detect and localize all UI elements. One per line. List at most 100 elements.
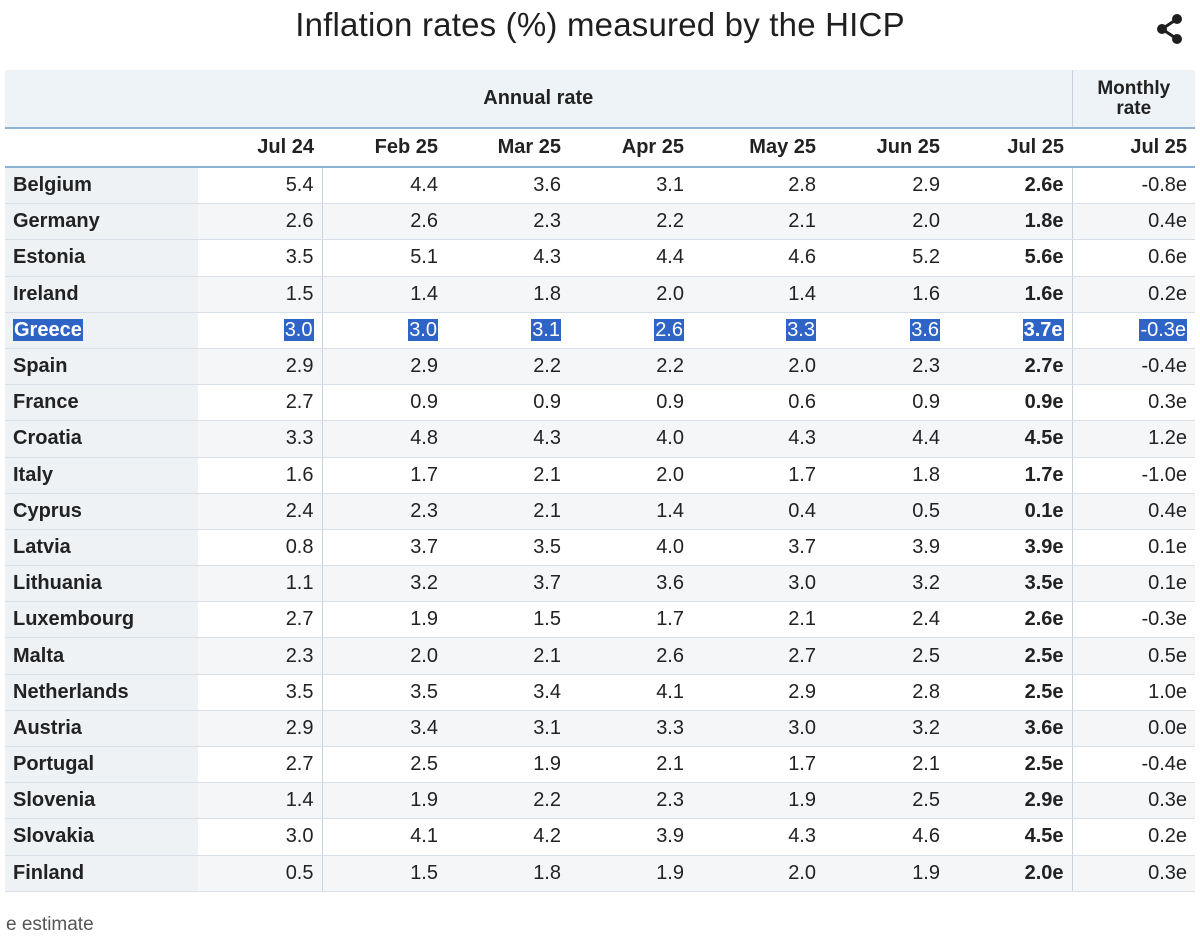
value-cell: 4.5e	[948, 818, 1073, 856]
value-text: 2.7	[788, 644, 816, 667]
value-text: 3.2	[410, 572, 438, 595]
value-text: 3.5	[285, 680, 314, 703]
country-cell: Belgium	[5, 167, 198, 205]
value-cell: 1.7	[692, 746, 824, 784]
value-text: 1.4	[285, 789, 314, 812]
table-row: France 2.7 0.9 0.9 0.9 0.6 0.9 0.9e 0.3e	[5, 384, 1196, 422]
value-text: 1.4	[788, 282, 816, 305]
country-label: Estonia	[13, 246, 86, 269]
value-text: 2.0	[656, 463, 684, 486]
value-text: 0.6e	[1148, 246, 1188, 269]
value-text: 0.3e	[1148, 391, 1188, 414]
value-text: 1.9	[912, 861, 940, 884]
country-label: Cyprus	[13, 499, 82, 522]
country-label: Ireland	[13, 282, 79, 305]
value-text: 2.9	[912, 174, 940, 197]
value-text: 2.5	[410, 753, 438, 776]
table-row: Italy 1.6 1.7 2.1 2.0 1.7 1.8 1.7e -1.0e	[5, 457, 1196, 494]
value-text: 2.0	[912, 210, 940, 233]
value-cell: 3.2	[322, 565, 446, 603]
value-cell: 0.9	[569, 384, 692, 422]
value-cell: 4.0	[569, 529, 692, 567]
value-cell: -0.3e	[1072, 601, 1196, 639]
value-cell: 3.5	[198, 674, 323, 711]
value-text: 2.3	[533, 210, 561, 233]
value-text: 3.5	[285, 246, 314, 269]
value-text: 4.6	[912, 825, 940, 848]
value-cell: 3.0	[692, 710, 824, 748]
value-cell: -0.4e	[1072, 348, 1196, 386]
country-cell: Croatia	[5, 420, 198, 458]
value-cell: 2.2	[569, 348, 692, 386]
value-text: 1.8	[912, 463, 940, 486]
value-cell: 3.9e	[948, 529, 1073, 567]
country-label: Greece	[13, 318, 83, 341]
value-text: 1.7e	[1024, 463, 1064, 486]
value-cell: 3.4	[446, 674, 569, 711]
value-text: 2.3	[410, 499, 438, 522]
column-header-apr25: Apr 25	[569, 128, 692, 168]
value-cell: 2.4	[824, 601, 948, 639]
value-cell: 0.1e	[1072, 529, 1196, 567]
value-cell: 2.9	[824, 167, 948, 205]
value-cell: 4.5e	[948, 420, 1073, 458]
country-label: Lithuania	[13, 572, 102, 595]
value-cell: 0.5	[824, 493, 948, 530]
value-text: 3.9e	[1024, 535, 1064, 558]
country-cell: Spain	[5, 348, 198, 386]
value-text: 3.7	[788, 535, 816, 558]
table-row: Germany 2.6 2.6 2.3 2.2 2.1 2.0 1.8e 0.4e	[5, 203, 1196, 241]
value-text: 3.1	[656, 174, 684, 197]
value-cell: 2.6	[569, 312, 692, 349]
value-cell: -1.0e	[1072, 457, 1196, 494]
country-cell: Ireland	[5, 276, 198, 313]
value-cell: 2.0	[824, 203, 948, 241]
value-cell: 0.9	[446, 384, 569, 422]
country-label: Croatia	[13, 427, 82, 450]
country-cell: Italy	[5, 457, 198, 494]
page-title: Inflation rates (%) measured by the HICP	[295, 6, 905, 43]
column-header-feb25: Feb 25	[322, 128, 446, 168]
value-cell: 2.0	[692, 855, 824, 892]
value-cell: 2.0	[569, 276, 692, 313]
value-cell: 2.9	[198, 710, 323, 748]
value-cell: -0.4e	[1072, 746, 1196, 784]
value-cell: 1.8	[446, 276, 569, 313]
share-button[interactable]	[1152, 12, 1188, 46]
value-cell: 2.0	[692, 348, 824, 386]
value-text: 3.0	[788, 716, 816, 739]
value-text: 2.5e	[1024, 644, 1064, 667]
value-text: 1.9	[410, 608, 438, 631]
value-text: 4.5e	[1024, 427, 1064, 450]
value-cell: 1.7	[692, 457, 824, 494]
value-cell: 4.4	[824, 420, 948, 458]
value-text: 2.9	[410, 355, 438, 378]
value-cell: 0.8	[198, 529, 323, 567]
value-cell: 1.2e	[1072, 420, 1196, 458]
value-text: 3.1	[531, 318, 561, 341]
value-text: 5.2	[912, 246, 940, 269]
value-cell: 2.0	[569, 457, 692, 494]
country-cell: Lithuania	[5, 565, 198, 603]
share-icon[interactable]	[1152, 12, 1188, 46]
value-text: 2.5e	[1024, 680, 1064, 703]
value-text: 1.5	[285, 282, 314, 305]
value-cell: 4.0	[569, 420, 692, 458]
value-cell: 2.9	[692, 674, 824, 711]
value-cell: 1.8e	[948, 203, 1073, 241]
table-row: Spain 2.9 2.9 2.2 2.2 2.0 2.3 2.7e -0.4e	[5, 348, 1196, 386]
value-text: -0.4e	[1141, 355, 1188, 378]
value-cell: 2.5e	[948, 637, 1073, 675]
table-row: Ireland 1.5 1.4 1.8 2.0 1.4 1.6 1.6e 0.2e	[5, 276, 1196, 313]
value-text: 1.2e	[1148, 427, 1188, 450]
value-text: 1.8	[533, 282, 561, 305]
value-cell: 1.5	[322, 855, 446, 892]
value-cell: 3.2	[824, 565, 948, 603]
table-row: Austria 2.9 3.4 3.1 3.3 3.0 3.2 3.6e 0.0e	[5, 710, 1196, 748]
value-cell: 4.4	[322, 167, 446, 205]
value-cell: 1.6	[198, 457, 323, 494]
country-label: Italy	[13, 463, 54, 486]
value-cell: 3.0	[198, 312, 323, 349]
value-cell: 0.1e	[1072, 565, 1196, 603]
value-text: 4.3	[788, 825, 816, 848]
